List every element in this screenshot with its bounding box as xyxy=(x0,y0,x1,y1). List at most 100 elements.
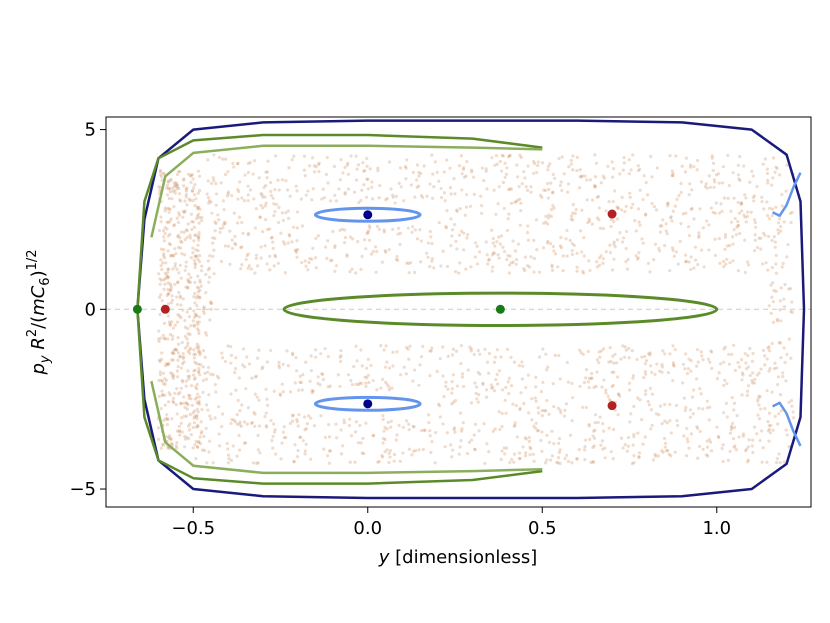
chaos-point xyxy=(389,419,393,423)
chaos-point xyxy=(166,234,171,238)
chaos-point xyxy=(491,429,495,433)
chaos-point xyxy=(208,254,212,258)
chaos-point xyxy=(193,183,197,187)
chaos-point xyxy=(558,408,562,412)
chaos-point xyxy=(462,166,466,170)
chaos-point xyxy=(341,171,345,175)
chaos-point xyxy=(316,381,320,385)
chaos-point xyxy=(518,406,522,410)
chaos-point xyxy=(627,388,632,392)
chaos-point xyxy=(209,181,214,186)
chaos-point xyxy=(491,251,496,255)
chaos-point xyxy=(785,433,789,437)
chaos-point xyxy=(688,408,693,412)
chaos-point xyxy=(319,352,323,356)
chaos-point xyxy=(368,167,372,171)
chaos-point xyxy=(381,441,385,445)
chaos-point xyxy=(655,166,659,170)
chaos-point xyxy=(544,220,548,224)
chaos-point xyxy=(473,447,477,451)
chaos-point xyxy=(428,264,432,269)
chaos-point xyxy=(223,221,227,226)
chaos-point xyxy=(265,360,269,364)
chaos-point xyxy=(676,423,680,428)
chaos-point xyxy=(158,173,163,177)
chaos-point xyxy=(254,256,258,261)
orbit-green_central_ellipse xyxy=(282,291,719,327)
chaos-point xyxy=(624,204,628,208)
chaos-point xyxy=(168,243,172,247)
chaos-point xyxy=(457,233,462,237)
chaos-point xyxy=(699,180,704,184)
chaos-point xyxy=(499,169,504,173)
chaos-point xyxy=(732,343,736,347)
chaos-point xyxy=(778,217,782,221)
chaos-point xyxy=(192,186,196,190)
chaos-point xyxy=(759,367,763,371)
chaos-point xyxy=(196,236,200,240)
chaos-point xyxy=(707,437,711,442)
chaos-point xyxy=(760,262,765,266)
chaos-point xyxy=(775,457,779,461)
chaos-point xyxy=(307,164,312,168)
chaos-point xyxy=(277,205,281,210)
chaos-point xyxy=(610,384,614,389)
chaos-point xyxy=(255,374,259,378)
chaos-point xyxy=(341,444,345,448)
chaos-point xyxy=(190,403,194,407)
chaos-point xyxy=(535,248,539,252)
chaos-point xyxy=(687,260,691,264)
chaos-point xyxy=(757,417,762,421)
chaos-point xyxy=(704,453,708,457)
chaos-point xyxy=(571,202,575,207)
chaos-point xyxy=(380,377,385,382)
chaos-point xyxy=(699,248,704,252)
chaos-point xyxy=(356,239,360,244)
chaos-point xyxy=(634,254,638,258)
chaos-point xyxy=(187,396,191,400)
chaos-point xyxy=(326,355,330,359)
chaos-point xyxy=(175,446,179,450)
chaos-point xyxy=(771,320,776,324)
chaos-point xyxy=(168,393,172,397)
chaos-point xyxy=(199,420,203,424)
chaos-point xyxy=(609,224,613,229)
chaos-point xyxy=(290,240,294,244)
chaos-point xyxy=(366,373,371,377)
chaos-point xyxy=(532,238,536,243)
chaos-point xyxy=(252,197,256,201)
chaos-point xyxy=(609,450,613,454)
chaos-point xyxy=(658,230,663,234)
chaos-point xyxy=(778,341,782,345)
chaos-point xyxy=(508,460,512,465)
chaos-point xyxy=(165,422,169,427)
chaos-point xyxy=(723,345,727,349)
chaos-point xyxy=(195,414,199,418)
chaos-point xyxy=(179,386,183,390)
chaos-point xyxy=(232,418,236,422)
chaos-point xyxy=(166,446,170,450)
chaos-point xyxy=(259,192,263,196)
chaos-point xyxy=(251,461,255,465)
chaos-point xyxy=(339,354,343,358)
chaos-point xyxy=(523,176,527,180)
x-tick-label: 0.5 xyxy=(528,518,557,539)
chaos-point xyxy=(258,215,262,219)
chaos-point xyxy=(403,165,408,169)
chaos-point xyxy=(509,261,514,265)
chaos-point xyxy=(204,403,209,407)
chaos-point xyxy=(185,337,189,341)
chaos-point xyxy=(532,459,536,463)
chaos-point xyxy=(192,324,196,328)
chaos-point xyxy=(534,218,539,222)
chaos-point xyxy=(175,302,179,307)
chaos-point xyxy=(158,359,162,363)
chaos-point xyxy=(201,306,206,310)
chaos-point xyxy=(685,437,689,441)
chaos-point xyxy=(412,270,417,274)
chaos-point xyxy=(479,194,483,198)
chaos-point xyxy=(622,155,626,160)
chaos-point xyxy=(777,452,781,456)
chaos-point xyxy=(581,405,585,409)
